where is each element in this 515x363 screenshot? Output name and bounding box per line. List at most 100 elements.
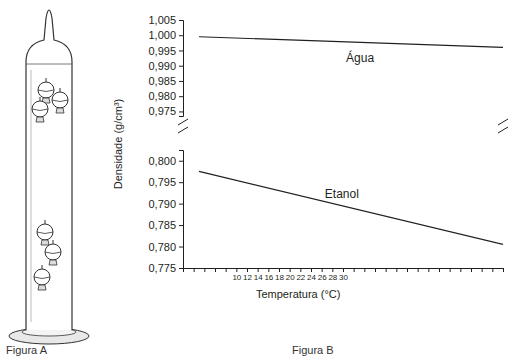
float-sphere <box>32 101 48 117</box>
thermometer-tube <box>26 10 72 330</box>
y-tick-label: 0,990 <box>148 60 176 72</box>
series-label: Etanol <box>325 187 359 201</box>
x-tick-label: 24 <box>307 273 316 282</box>
x-tick-mark <box>226 268 227 272</box>
y-tick-label: 0,800 <box>148 155 176 167</box>
y-tick-mark <box>179 50 183 51</box>
float-hook <box>40 97 41 101</box>
x-tick <box>482 268 483 272</box>
x-tick <box>183 268 184 272</box>
float-sphere <box>45 244 61 260</box>
y-tick: 0,985 <box>148 75 183 87</box>
thermometer-liquid-line <box>26 64 72 65</box>
y-tick-label: 0,790 <box>148 198 176 210</box>
x-tick-mark <box>503 268 504 272</box>
float-band <box>38 90 54 92</box>
float-band <box>37 232 53 234</box>
x-tick-mark <box>258 268 259 272</box>
x-tick-label: 10 <box>232 273 241 282</box>
float-band <box>45 252 61 254</box>
x-tick-mark <box>439 268 440 272</box>
y-axis: 0,7750,7800,7850,7900,7950,800 <box>148 151 183 275</box>
x-tick <box>226 268 227 272</box>
float-tag <box>56 108 64 113</box>
x-tick: 22 <box>296 268 305 282</box>
plot-area <box>199 171 503 244</box>
thermometer <box>9 10 89 344</box>
y-axis-line <box>179 21 184 117</box>
x-tick: 10 <box>232 268 241 282</box>
x-tick-mark <box>247 268 248 272</box>
plot-area <box>199 37 503 48</box>
x-tick <box>439 268 440 272</box>
x-tick-label: 28 <box>328 273 337 282</box>
figure-caption: Figura A <box>6 344 48 356</box>
y-tick-mark <box>179 182 183 183</box>
figure: 0,9750,9800,9850,9900,9951,0001,005ÁguaD… <box>0 0 515 363</box>
x-tick <box>460 268 461 272</box>
float-sphere <box>52 92 68 108</box>
x-tick-mark <box>396 268 397 272</box>
y-tick-mark <box>179 96 183 97</box>
x-tick <box>503 268 504 272</box>
x-tick-mark <box>290 268 291 272</box>
axis-break-mark <box>178 119 188 125</box>
y-tick-mark <box>179 247 183 248</box>
x-tick: 18 <box>275 268 284 282</box>
x-tick-mark <box>354 268 355 272</box>
x-tick <box>386 268 387 272</box>
x-tick <box>194 268 195 272</box>
float-sphere <box>34 269 50 285</box>
y-tick-label: 1,000 <box>148 29 176 41</box>
x-tick <box>354 268 355 272</box>
float-tag <box>38 285 46 290</box>
y-tick-mark <box>179 268 183 269</box>
y-tick: 0,975 <box>148 105 183 117</box>
y-axis-line <box>179 151 184 269</box>
x-tick-label: 18 <box>275 273 284 282</box>
y-tick-label: 0,795 <box>148 176 176 188</box>
x-tick-mark <box>364 268 365 272</box>
y-tick: 0,995 <box>148 44 183 56</box>
x-tick-mark <box>183 268 184 272</box>
x-tick-mark <box>194 268 195 272</box>
axis-break-mark <box>498 119 508 125</box>
x-tick-mark <box>300 268 301 272</box>
float-sphere <box>37 224 53 240</box>
series-label: Água <box>346 50 374 65</box>
y-tick: 0,990 <box>148 60 183 72</box>
float-band <box>34 277 50 279</box>
x-tick <box>428 268 429 272</box>
float-hook <box>53 240 54 244</box>
x-tick-mark <box>204 268 205 272</box>
x-tick-mark <box>343 268 344 272</box>
x-tick-mark <box>279 268 280 272</box>
y-tick-mark <box>179 81 183 82</box>
float-tag <box>36 117 44 122</box>
y-tick-mark <box>179 161 183 162</box>
y-tick-label: 0,785 <box>148 219 176 231</box>
x-tick-mark <box>407 268 408 272</box>
x-tick: 14 <box>254 268 263 282</box>
y-tick: 0,800 <box>148 155 183 167</box>
x-tick <box>364 268 365 272</box>
float-hook <box>60 88 61 92</box>
x-tick: 30 <box>339 268 348 282</box>
float-band <box>52 100 68 102</box>
x-tick-mark <box>418 268 419 272</box>
x-tick-mark <box>492 268 493 272</box>
float-sphere <box>38 82 54 98</box>
y-tick: 0,795 <box>148 176 183 188</box>
y-tick: 0,785 <box>148 219 183 231</box>
float-hook <box>42 265 43 269</box>
y-tick-label: 1,005 <box>148 14 176 26</box>
x-tick: 12 <box>243 268 252 282</box>
x-tick <box>492 268 493 272</box>
x-tick-mark <box>332 268 333 272</box>
x-axis-title: Temperatura (°C) <box>256 288 340 300</box>
axis-break-mark <box>178 127 188 133</box>
axis-breaks <box>178 119 508 133</box>
x-tick-mark <box>236 268 237 272</box>
y-tick-label: 0,985 <box>148 75 176 87</box>
y-tick: 0,775 <box>148 262 183 274</box>
